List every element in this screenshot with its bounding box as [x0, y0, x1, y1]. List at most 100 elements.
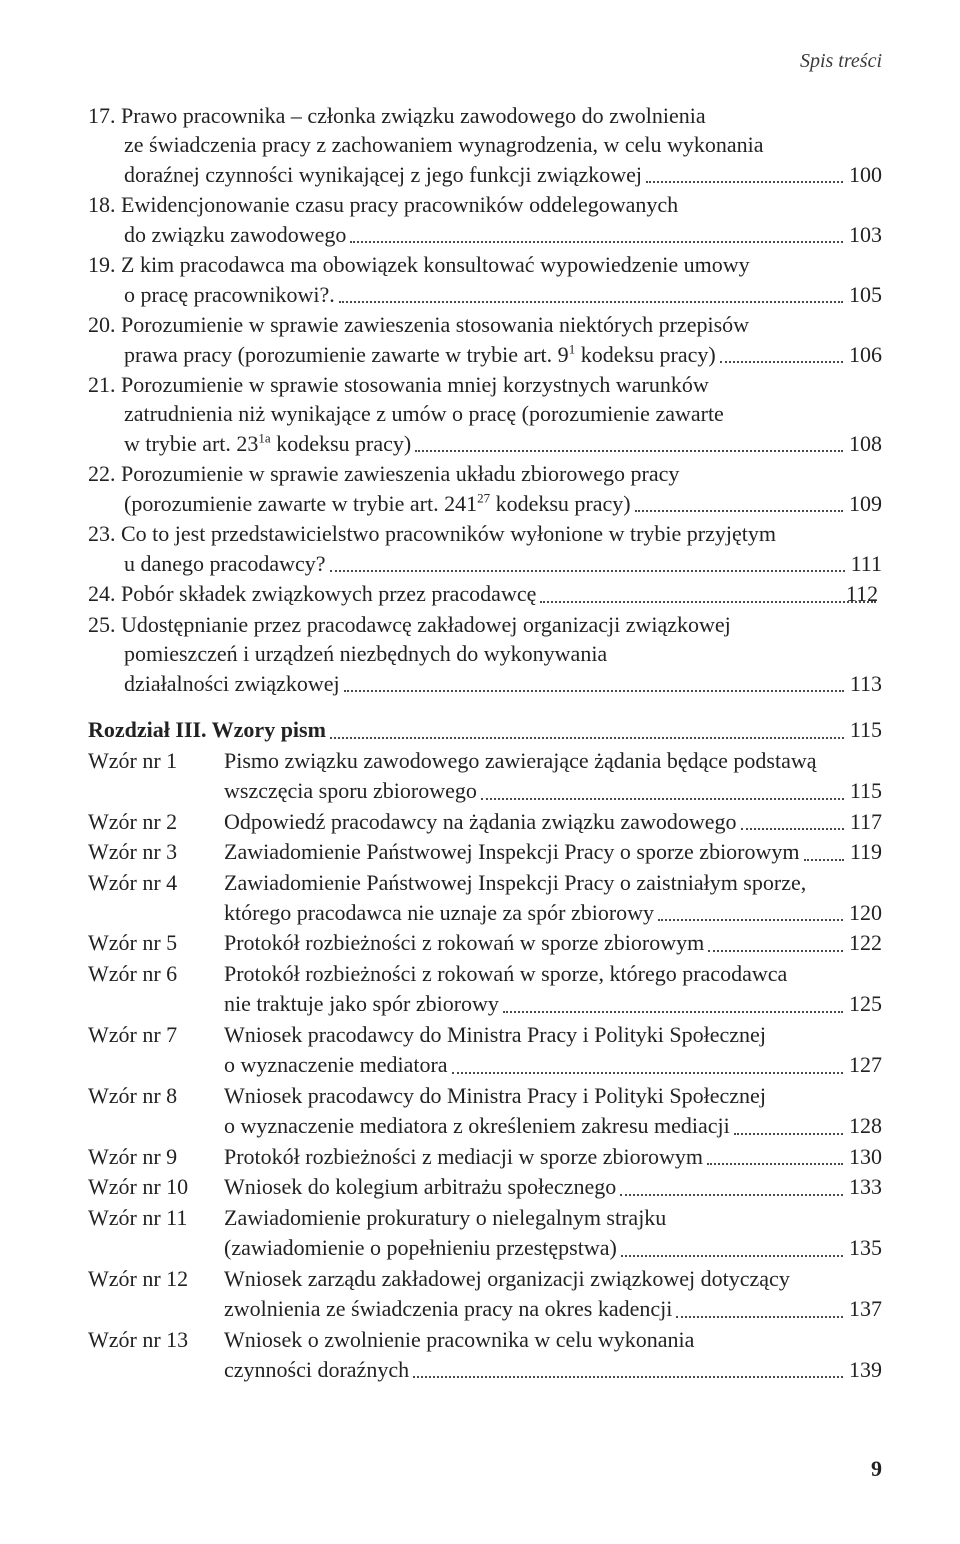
toc-line: 25. Udostępnianie przez pracodawcę zakła…: [88, 610, 882, 639]
toc-label: Wniosek zarządu zakładowej organizacji z…: [224, 1264, 790, 1293]
leader-dots: [620, 1194, 843, 1196]
toc-page: 100: [847, 160, 882, 189]
toc-label: Zawiadomienie Państwowej Inspekcji Pracy…: [224, 837, 800, 866]
leader-dots: [646, 181, 843, 183]
toc-page: 127: [847, 1050, 882, 1079]
leader-dots: [708, 950, 843, 952]
toc-label: 24. Pobór składek związkowych przez prac…: [124, 579, 536, 608]
toc-page: 120: [847, 898, 882, 927]
wzor-prefix: Wzór nr 5: [88, 928, 224, 957]
toc-entry: w trybie art. 231a kodeksu pracy) 108: [88, 429, 882, 458]
toc-entry: Wzór nr 3Zawiadomienie Państwowej Inspek…: [88, 837, 882, 866]
leader-dots: [350, 241, 843, 243]
toc-label: Wniosek pracodawcy do Ministra Pracy i P…: [224, 1081, 766, 1110]
toc-label: u danego pracodawcy?: [124, 549, 326, 578]
toc-page: 109: [847, 489, 882, 518]
toc-page: 105: [847, 280, 882, 309]
toc-line: Wzór nr 13Wniosek o zwolnienie pracownik…: [88, 1325, 882, 1354]
chapter-page: 115: [848, 715, 882, 744]
leader-dots: [330, 737, 844, 739]
toc-entry: do związku zawodowego 103: [88, 220, 882, 249]
leader-dots: [720, 361, 843, 363]
toc-entry: o pracę pracownikowi?. 105: [88, 280, 882, 309]
toc-line: Wzór nr 12Wniosek zarządu zakładowej org…: [88, 1264, 882, 1293]
wzory-entries: Wzór nr 1Pismo związku zawodowego zawier…: [88, 746, 882, 1385]
leader-dots: [481, 798, 844, 800]
wzor-prefix: Wzór nr 6: [88, 959, 224, 988]
leader-dots: [415, 450, 843, 452]
toc-entry: o wyznaczenie mediatora z określeniem za…: [88, 1111, 882, 1140]
toc-label: (porozumienie zawarte w trybie art. 2412…: [124, 489, 631, 518]
toc-entry: o wyznaczenie mediatora 127: [88, 1050, 882, 1079]
toc-page: 133: [847, 1172, 882, 1201]
toc-line: Wzór nr 4Zawiadomienie Państwowej Inspek…: [88, 868, 882, 897]
wzor-prefix: Wzór nr 11: [88, 1203, 224, 1232]
wzor-prefix: Wzór nr 10: [88, 1172, 224, 1201]
toc-label: Zawiadomienie Państwowej Inspekcji Pracy…: [224, 868, 806, 897]
leader-dots: [330, 570, 845, 572]
toc-label: o pracę pracownikowi?.: [124, 280, 335, 309]
toc-label: Wniosek pracodawcy do Ministra Pracy i P…: [224, 1020, 766, 1049]
wzor-prefix: Wzór nr 1: [88, 746, 224, 775]
leader-dots: [658, 919, 843, 921]
toc-label: Zawiadomienie prokuratury o nielegalnym …: [224, 1203, 666, 1232]
leader-dots: [635, 510, 843, 512]
toc-line: 22. Porozumienie w sprawie zawieszenia u…: [88, 459, 882, 488]
toc-line: Wzór nr 8Wniosek pracodawcy do Ministra …: [88, 1081, 882, 1110]
toc-line: 17. Prawo pracownika – członka związku z…: [88, 101, 882, 130]
running-header: Spis treści: [88, 48, 882, 75]
toc-label: zwolnienia ze świadczenia pracy na okres…: [224, 1294, 672, 1323]
toc-line: Wzór nr 11Zawiadomienie prokuratury o ni…: [88, 1203, 882, 1232]
toc-page: 112: [880, 579, 882, 608]
toc-line: Wzór nr 6Protokół rozbieżności z rokowań…: [88, 959, 882, 988]
toc-label: o wyznaczenie mediatora: [224, 1050, 448, 1079]
toc-page: 130: [847, 1142, 882, 1171]
toc-page: 106: [847, 340, 882, 369]
toc-page: 135: [847, 1233, 882, 1262]
toc-page: 122: [847, 928, 882, 957]
toc-label: prawa pracy (porozumienie zawarte w tryb…: [124, 340, 716, 369]
leader-dots: [503, 1011, 843, 1013]
toc-label: Pismo związku zawodowego zawierające żąd…: [224, 746, 817, 775]
toc-entry: nie traktuje jako spór zbiorowy 125: [88, 989, 882, 1018]
toc-page: 103: [847, 220, 882, 249]
toc-entry: (porozumienie zawarte w trybie art. 2412…: [88, 489, 882, 518]
leader-dots: [707, 1163, 843, 1165]
toc-line: ze świadczenia pracy z zachowaniem wynag…: [88, 130, 882, 159]
chapter-title: Rozdział III. Wzory pism: [88, 715, 326, 744]
toc-page: 125: [847, 989, 882, 1018]
leader-dots: [621, 1255, 843, 1257]
toc-page: 119: [848, 837, 882, 866]
toc-line: 19. Z kim pracodawca ma obowiązek konsul…: [88, 250, 882, 279]
toc-entry: Wzór nr 10Wniosek do kolegium arbitrażu …: [88, 1172, 882, 1201]
toc-label: Wniosek o zwolnienie pracownika w celu w…: [224, 1325, 694, 1354]
wzor-prefix: Wzór nr 9: [88, 1142, 224, 1171]
numbered-entries: 17. Prawo pracownika – członka związku z…: [88, 101, 882, 698]
leader-dots: [540, 601, 876, 603]
toc-label: o wyznaczenie mediatora z określeniem za…: [224, 1111, 730, 1140]
toc-page: 111: [849, 549, 882, 578]
toc-page: 117: [848, 807, 882, 836]
toc-line: 21. Porozumienie w sprawie stosowania mn…: [88, 370, 882, 399]
toc-entry: 24. Pobór składek związkowych przez prac…: [88, 579, 882, 608]
chapter-row: Rozdział III. Wzory pism 115: [88, 715, 882, 744]
toc-line: pomieszczeń i urządzeń niezbędnych do wy…: [88, 639, 882, 668]
wzor-prefix: Wzór nr 3: [88, 837, 224, 866]
toc-label: nie traktuje jako spór zbiorowy: [224, 989, 499, 1018]
toc-label: którego pracodawca nie uznaje za spór zb…: [224, 898, 654, 927]
toc-entry: Wzór nr 2Odpowiedź pracodawcy na żądania…: [88, 807, 882, 836]
toc-line: Wzór nr 7Wniosek pracodawcy do Ministra …: [88, 1020, 882, 1049]
toc-label: w trybie art. 231a kodeksu pracy): [124, 429, 411, 458]
leader-dots: [413, 1376, 843, 1378]
toc-label: do związku zawodowego: [124, 220, 346, 249]
leader-dots: [452, 1072, 843, 1074]
toc-entry: którego pracodawca nie uznaje za spór zb…: [88, 898, 882, 927]
toc-label: Wniosek do kolegium arbitrażu społeczneg…: [224, 1172, 616, 1201]
toc-page: 139: [847, 1355, 882, 1384]
wzor-prefix: Wzór nr 2: [88, 807, 224, 836]
toc-line: zatrudnienia niż wynikające z umów o pra…: [88, 399, 882, 428]
toc-label: wszczęcia sporu zbiorowego: [224, 776, 477, 805]
toc-page: 137: [847, 1294, 882, 1323]
leader-dots: [734, 1133, 843, 1135]
toc-page: 108: [847, 429, 882, 458]
